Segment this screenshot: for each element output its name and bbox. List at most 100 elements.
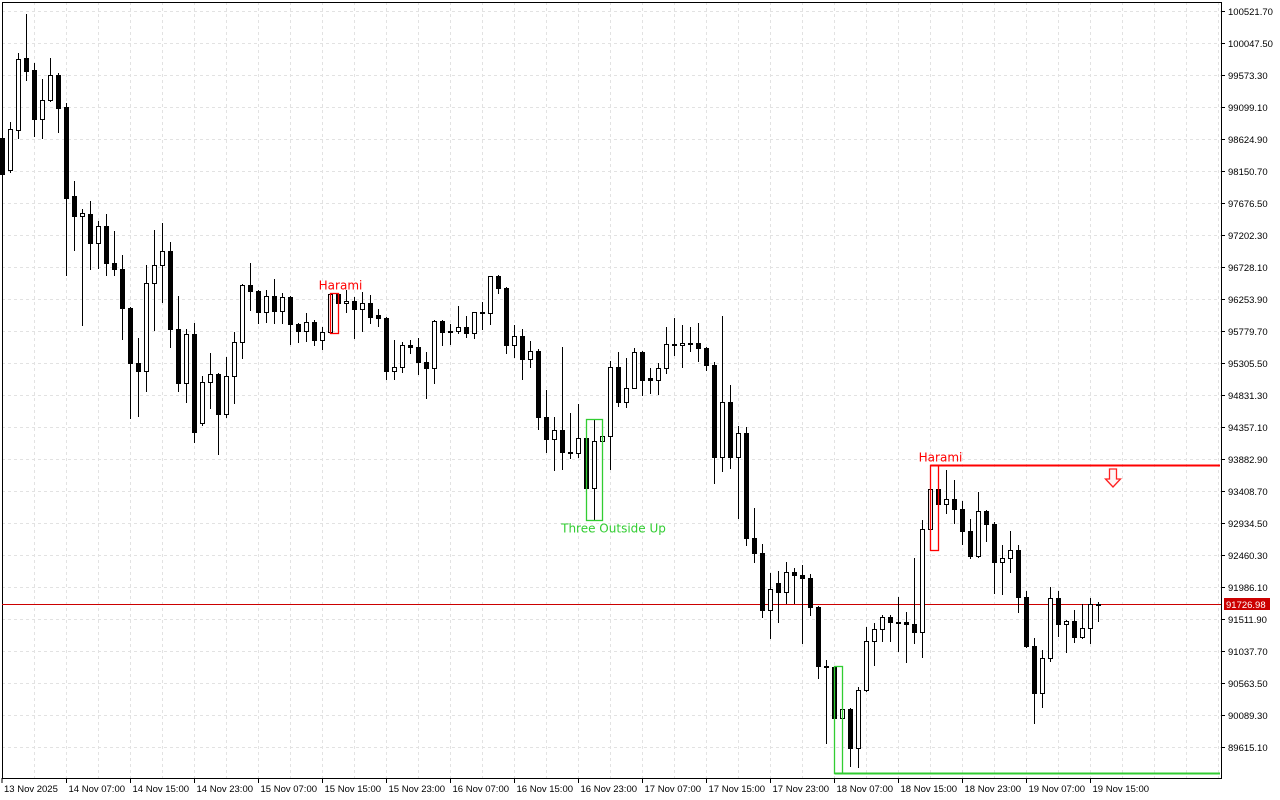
- candle-bearish[interactable]: [168, 242, 173, 348]
- candle-bearish[interactable]: [480, 302, 485, 330]
- candle-bullish[interactable]: [280, 293, 285, 324]
- candle-bearish[interactable]: [960, 501, 965, 545]
- candle-bearish[interactable]: [616, 352, 621, 407]
- candle-bullish[interactable]: [1000, 545, 1005, 595]
- candle-bearish[interactable]: [848, 708, 853, 767]
- candle-bearish[interactable]: [904, 612, 909, 663]
- candle-bullish[interactable]: [592, 419, 597, 521]
- candle-bullish[interactable]: [432, 320, 437, 384]
- candle-bullish[interactable]: [488, 276, 493, 325]
- candle-bullish[interactable]: [880, 615, 885, 642]
- candle-bullish[interactable]: [976, 492, 981, 558]
- candle-bullish[interactable]: [1096, 602, 1101, 622]
- candle-bullish[interactable]: [344, 290, 349, 313]
- candle-bearish[interactable]: [544, 390, 549, 453]
- candle-bearish[interactable]: [88, 201, 93, 270]
- candle-bearish[interactable]: [672, 318, 677, 356]
- candle-bearish[interactable]: [816, 606, 821, 679]
- candle-bullish[interactable]: [320, 327, 325, 350]
- candle-bearish[interactable]: [712, 362, 717, 484]
- candle-bearish[interactable]: [536, 349, 541, 430]
- candle-bullish[interactable]: [608, 361, 613, 470]
- candle-bearish[interactable]: [368, 295, 373, 324]
- candle-bearish[interactable]: [1024, 591, 1029, 648]
- candle-bearish[interactable]: [1016, 545, 1021, 613]
- candle-bullish[interactable]: [200, 376, 205, 426]
- candle-bearish[interactable]: [984, 510, 989, 542]
- candle-bullish[interactable]: [152, 230, 157, 331]
- candle-bearish[interactable]: [248, 263, 253, 311]
- candle-bullish[interactable]: [240, 284, 245, 359]
- candle-bearish[interactable]: [464, 316, 469, 338]
- candle-bearish[interactable]: [216, 373, 221, 455]
- candle-bearish[interactable]: [824, 660, 829, 744]
- candle-bearish[interactable]: [32, 63, 37, 137]
- candle-bearish[interactable]: [424, 352, 429, 399]
- candle-bullish[interactable]: [656, 363, 661, 395]
- candle-bearish[interactable]: [1072, 610, 1077, 643]
- candle-bullish[interactable]: [736, 426, 741, 519]
- candle-bearish[interactable]: [792, 568, 797, 604]
- candle-bearish[interactable]: [1056, 591, 1061, 637]
- candle-bearish[interactable]: [776, 571, 781, 623]
- candle-bullish[interactable]: [448, 324, 453, 345]
- candle-bearish[interactable]: [256, 290, 261, 324]
- candle-bullish[interactable]: [264, 290, 269, 323]
- candle-bullish[interactable]: [184, 329, 189, 403]
- candle-bearish[interactable]: [496, 275, 501, 294]
- candle-bullish[interactable]: [472, 312, 477, 339]
- candle-bearish[interactable]: [192, 323, 197, 443]
- candle-bearish[interactable]: [728, 385, 733, 469]
- candle-bullish[interactable]: [1064, 620, 1069, 653]
- candle-bearish[interactable]: [0, 134, 5, 177]
- candle-bullish[interactable]: [664, 327, 669, 374]
- candle-bearish[interactable]: [128, 307, 133, 419]
- candle-bearish[interactable]: [352, 297, 357, 339]
- candle-bearish[interactable]: [568, 413, 573, 459]
- candle-bullish[interactable]: [456, 306, 461, 334]
- candle-bullish[interactable]: [304, 313, 309, 342]
- candle-bullish[interactable]: [1080, 604, 1085, 639]
- candle-bullish[interactable]: [1040, 650, 1045, 708]
- candle-bearish[interactable]: [176, 296, 181, 392]
- candle-bullish[interactable]: [856, 687, 861, 768]
- candle-bullish[interactable]: [552, 417, 557, 471]
- candle-bearish[interactable]: [520, 329, 525, 380]
- candle-bullish[interactable]: [144, 265, 149, 392]
- candle-bullish[interactable]: [1008, 531, 1013, 573]
- candle-bearish[interactable]: [760, 544, 765, 618]
- candle-bearish[interactable]: [800, 565, 805, 644]
- candle-bearish[interactable]: [384, 317, 389, 380]
- candle-bullish[interactable]: [160, 223, 165, 303]
- candle-bearish[interactable]: [56, 73, 61, 133]
- candle-bearish[interactable]: [296, 323, 301, 343]
- candle-bullish[interactable]: [512, 325, 517, 358]
- candle-bullish[interactable]: [872, 623, 877, 666]
- candle-bullish[interactable]: [1088, 598, 1093, 644]
- candle-bearish[interactable]: [744, 427, 749, 546]
- candle-bearish[interactable]: [952, 480, 957, 524]
- candle-bullish[interactable]: [528, 341, 533, 368]
- candle-bearish[interactable]: [752, 508, 757, 563]
- candle-bearish[interactable]: [288, 296, 293, 345]
- candle-bearish[interactable]: [504, 287, 509, 354]
- candle-bullish[interactable]: [96, 221, 101, 269]
- candle-bearish[interactable]: [648, 368, 653, 394]
- candle-bearish[interactable]: [440, 320, 445, 346]
- candle-bearish[interactable]: [704, 347, 709, 371]
- candle-bearish[interactable]: [912, 558, 917, 644]
- candle-bearish[interactable]: [136, 338, 141, 417]
- candle-bullish[interactable]: [720, 316, 725, 472]
- candle-bearish[interactable]: [560, 347, 565, 470]
- candle-bullish[interactable]: [400, 342, 405, 373]
- candle-bearish[interactable]: [416, 338, 421, 375]
- candle-bullish[interactable]: [48, 58, 53, 102]
- candle-bearish[interactable]: [888, 615, 893, 642]
- candle-bearish[interactable]: [968, 519, 973, 559]
- candle-bullish[interactable]: [632, 348, 637, 389]
- candle-bullish[interactable]: [576, 404, 581, 458]
- candle-bullish[interactable]: [360, 292, 365, 332]
- candle-bearish[interactable]: [112, 231, 117, 276]
- candle-bearish[interactable]: [24, 14, 29, 81]
- candle-bullish[interactable]: [944, 470, 949, 514]
